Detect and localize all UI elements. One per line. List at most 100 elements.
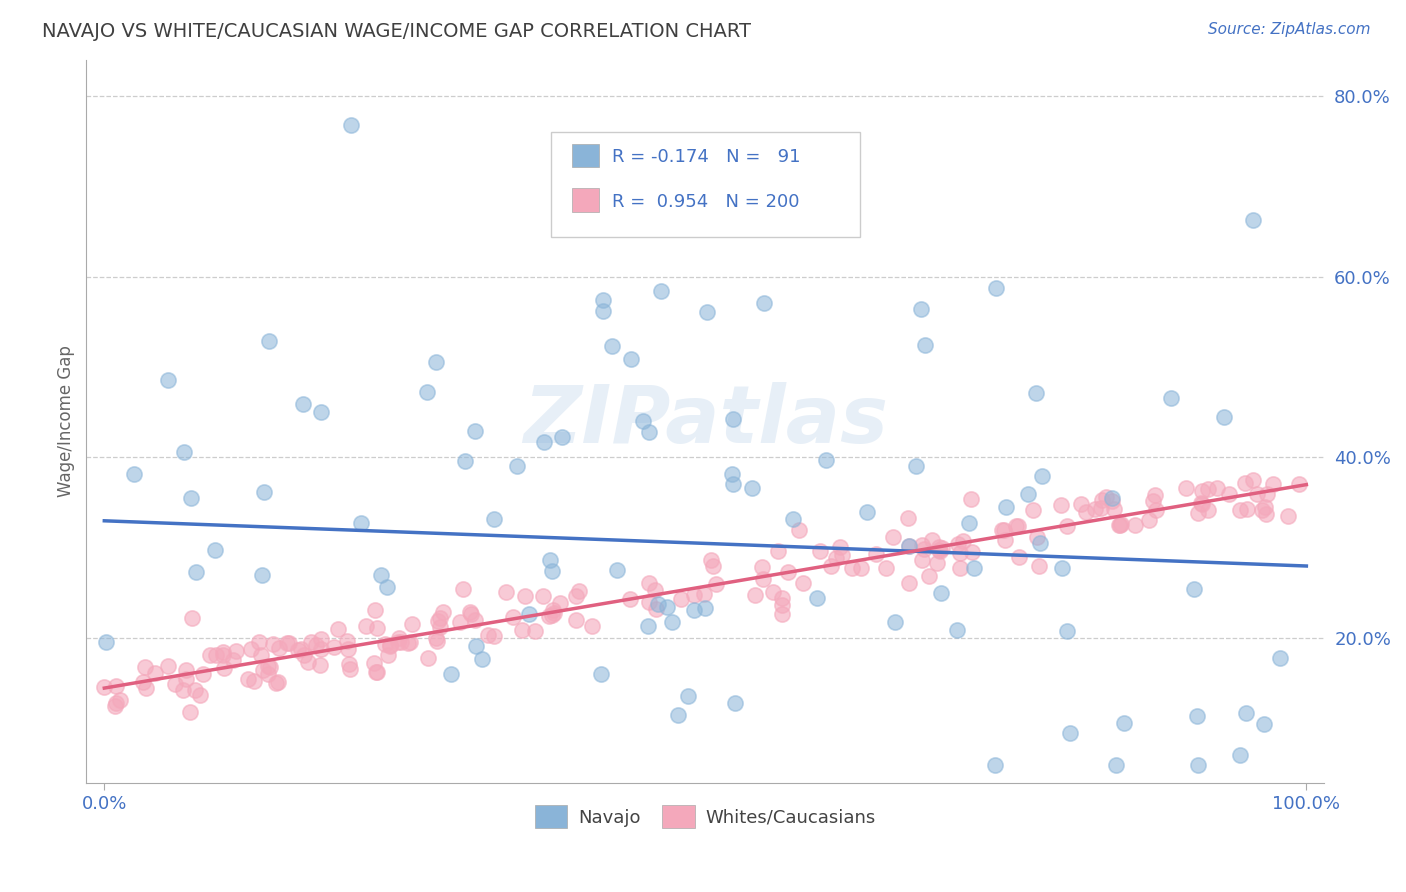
Point xyxy=(440,667,463,681)
Point xyxy=(644,602,666,616)
Point xyxy=(184,565,207,579)
Point xyxy=(1187,758,1209,772)
Point xyxy=(267,640,290,655)
Point xyxy=(949,545,972,559)
Point xyxy=(984,281,1007,295)
Point xyxy=(174,663,197,677)
Point xyxy=(541,603,564,617)
Point xyxy=(426,633,449,648)
Point xyxy=(721,411,744,425)
Point xyxy=(1254,500,1277,514)
Point xyxy=(721,467,744,481)
Point xyxy=(702,558,724,573)
Point xyxy=(683,588,706,602)
Point xyxy=(1236,501,1258,516)
Point xyxy=(188,688,211,702)
Point xyxy=(204,543,226,558)
Point xyxy=(477,628,499,642)
Point xyxy=(131,675,153,690)
Point xyxy=(929,586,952,600)
Point xyxy=(957,516,980,530)
Point xyxy=(792,575,814,590)
Point xyxy=(250,648,273,662)
Point xyxy=(875,560,897,574)
Point xyxy=(370,568,392,582)
Point xyxy=(929,543,952,558)
Point xyxy=(292,648,315,662)
Point xyxy=(994,533,1017,548)
Point xyxy=(451,582,474,596)
Point xyxy=(399,634,422,648)
Point xyxy=(388,631,411,645)
Point xyxy=(638,595,661,609)
Point xyxy=(304,638,326,652)
Point xyxy=(1070,496,1092,510)
Point xyxy=(364,665,387,679)
Point xyxy=(564,613,586,627)
Point xyxy=(1241,213,1264,227)
Point xyxy=(389,634,412,648)
Point xyxy=(984,758,1007,772)
Point xyxy=(513,589,536,603)
Point xyxy=(418,651,440,665)
Point xyxy=(180,611,202,625)
Point xyxy=(1212,409,1234,424)
Point xyxy=(1056,519,1078,533)
Point xyxy=(669,592,692,607)
Point xyxy=(1109,517,1132,532)
Bar xyxy=(572,144,599,167)
Point xyxy=(960,545,983,559)
Point xyxy=(952,533,974,548)
Point xyxy=(257,659,280,673)
Point xyxy=(770,598,793,612)
Point xyxy=(326,622,349,636)
Point xyxy=(1175,481,1198,495)
Point xyxy=(914,338,936,352)
Point xyxy=(752,296,775,310)
Point xyxy=(856,505,879,519)
Point xyxy=(550,596,572,610)
Point xyxy=(387,635,409,649)
Point xyxy=(592,293,614,307)
Point xyxy=(778,565,800,579)
Point xyxy=(134,660,156,674)
Point xyxy=(1246,487,1268,501)
Point xyxy=(1029,536,1052,550)
Point xyxy=(157,373,180,387)
Point xyxy=(1229,503,1251,517)
Point xyxy=(744,588,766,602)
Point xyxy=(1254,508,1277,522)
Point xyxy=(267,674,290,689)
Point xyxy=(565,589,588,603)
Point xyxy=(723,476,745,491)
Point xyxy=(770,591,793,606)
Point xyxy=(661,615,683,630)
Point xyxy=(1251,502,1274,516)
Point xyxy=(339,118,361,132)
Point xyxy=(1025,385,1047,400)
Point xyxy=(363,656,385,670)
Point xyxy=(425,354,447,368)
Point xyxy=(309,632,332,646)
Point xyxy=(1229,747,1251,762)
Point xyxy=(723,696,745,710)
Point xyxy=(276,636,298,650)
Point xyxy=(425,631,447,645)
Point xyxy=(1182,582,1205,596)
Point xyxy=(551,430,574,444)
Point xyxy=(831,548,853,562)
Point xyxy=(464,424,486,438)
Point xyxy=(638,576,661,591)
Point xyxy=(259,660,281,674)
Point xyxy=(322,640,344,655)
Point xyxy=(620,351,643,366)
Point xyxy=(502,610,524,624)
Point xyxy=(416,385,439,400)
Point xyxy=(741,481,763,495)
Point xyxy=(949,561,972,575)
Point xyxy=(429,620,451,634)
Point xyxy=(1108,517,1130,532)
Point xyxy=(242,673,264,688)
Point xyxy=(1123,517,1146,532)
Text: R = -0.174   N =   91: R = -0.174 N = 91 xyxy=(613,148,801,166)
